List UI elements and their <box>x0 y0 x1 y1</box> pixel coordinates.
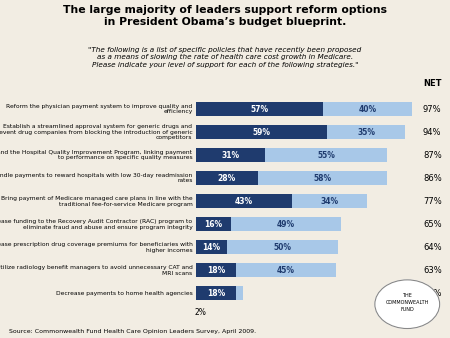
Text: Source: Commonwealth Fund Health Care Opinion Leaders Survey, April 2009.: Source: Commonwealth Fund Health Care Op… <box>9 329 256 334</box>
Text: 2%: 2% <box>194 308 206 317</box>
Text: Expand the Hospital Quality Improvement Program, linking payment
to performance : Expand the Hospital Quality Improvement … <box>0 150 193 161</box>
Text: 94%: 94% <box>423 127 441 137</box>
Text: 16%: 16% <box>204 220 223 228</box>
Text: 87%: 87% <box>423 151 442 160</box>
Text: 43%: 43% <box>234 197 253 206</box>
Text: 64%: 64% <box>423 243 441 251</box>
Text: 55%: 55% <box>317 151 335 160</box>
Text: 40%: 40% <box>358 104 376 114</box>
Bar <box>196 148 265 162</box>
Text: 65%: 65% <box>423 220 441 228</box>
Bar <box>196 217 231 231</box>
Legend: Strongly support, Support: Strongly support, Support <box>208 337 352 338</box>
Bar <box>196 171 258 185</box>
Text: Increase funding to the Recovery Audit Contractor (RAC) program to
eliminate fra: Increase funding to the Recovery Audit C… <box>0 219 193 230</box>
Bar <box>196 102 323 116</box>
Bar <box>231 217 341 231</box>
Text: 31%: 31% <box>221 151 239 160</box>
Bar <box>227 240 338 254</box>
Bar <box>292 194 367 208</box>
Text: Bring payment of Medicare managed care plans in line with the
traditional fee-fo: Bring payment of Medicare managed care p… <box>1 196 193 207</box>
Text: Establish a streamlined approval system for generic drugs and
prevent drug compa: Establish a streamlined approval system … <box>0 124 193 140</box>
Text: 77%: 77% <box>423 197 442 206</box>
Bar <box>323 102 412 116</box>
Bar <box>196 125 327 139</box>
Text: 58%: 58% <box>314 174 332 183</box>
Text: 21%: 21% <box>423 289 441 298</box>
Text: 35%: 35% <box>357 127 375 137</box>
Text: 86%: 86% <box>423 174 442 183</box>
Text: Increase prescription drug coverage premiums for beneficiaries with
higher incom: Increase prescription drug coverage prem… <box>0 242 193 252</box>
Text: The large majority of leaders support reform options
in President Obama’s budget: The large majority of leaders support re… <box>63 5 387 27</box>
Text: 97%: 97% <box>423 104 441 114</box>
Text: NET: NET <box>423 79 441 88</box>
Bar <box>236 263 336 277</box>
Text: 57%: 57% <box>250 104 268 114</box>
Text: 49%: 49% <box>277 220 295 228</box>
Bar <box>258 171 387 185</box>
Bar <box>236 286 243 300</box>
Bar <box>196 263 236 277</box>
Text: 18%: 18% <box>207 289 225 298</box>
Text: "The following is a list of specific policies that have recently been proposed
a: "The following is a list of specific pol… <box>88 47 362 68</box>
Bar <box>196 194 292 208</box>
Text: 28%: 28% <box>218 174 236 183</box>
Text: Bundle payments to reward hospitals with low 30-day readmission
rates: Bundle payments to reward hospitals with… <box>0 173 193 184</box>
Text: 18%: 18% <box>207 266 225 275</box>
Bar <box>327 125 405 139</box>
Text: 45%: 45% <box>277 266 295 275</box>
Text: 50%: 50% <box>274 243 292 251</box>
Bar <box>265 148 387 162</box>
Text: 14%: 14% <box>202 243 220 251</box>
Text: THE
COMMONWEALTH
FUND: THE COMMONWEALTH FUND <box>386 293 429 312</box>
Text: Utilize radiology benefit managers to avoid unnecessary CAT and
MRI scans: Utilize radiology benefit managers to av… <box>0 265 193 275</box>
Bar <box>196 240 227 254</box>
Bar <box>196 286 236 300</box>
Text: 63%: 63% <box>423 266 442 275</box>
Text: 59%: 59% <box>252 127 270 137</box>
Text: Reform the physician payment system to improve quality and
efficiency: Reform the physician payment system to i… <box>6 104 193 115</box>
Text: Decrease payments to home health agencies: Decrease payments to home health agencie… <box>56 291 193 296</box>
Text: 34%: 34% <box>320 197 338 206</box>
